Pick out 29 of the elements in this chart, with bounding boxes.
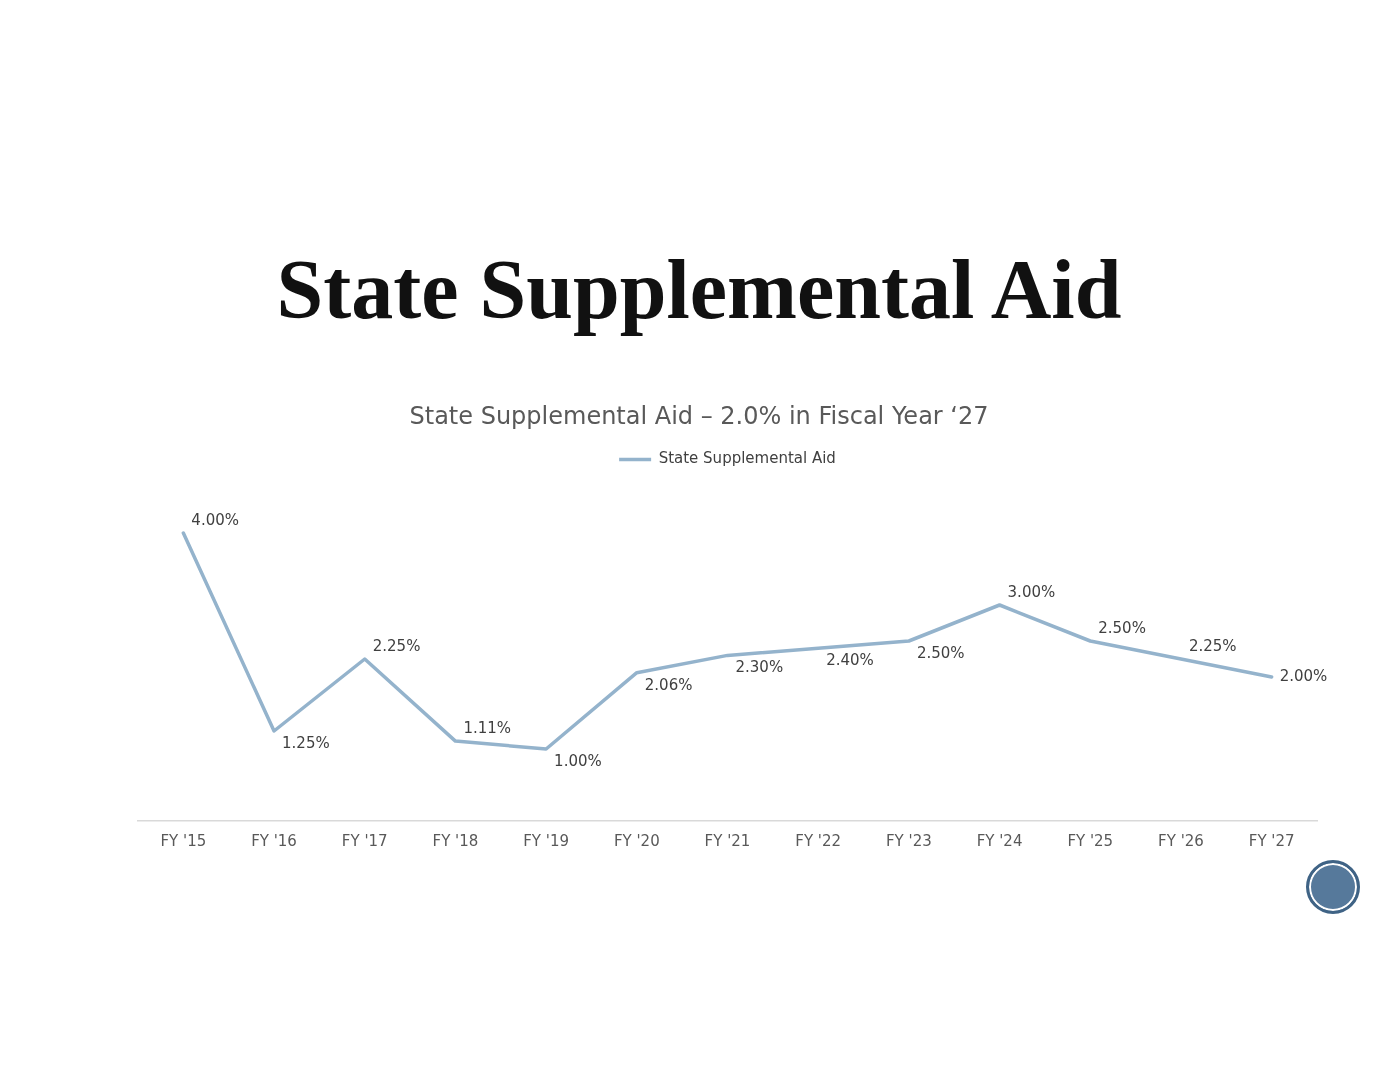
data-label: 1.11% xyxy=(463,718,512,737)
data-label: 1.00% xyxy=(554,751,602,770)
x-tick-label: FY '17 xyxy=(341,831,388,850)
data-label: 2.30% xyxy=(735,658,784,677)
x-tick-label: FY '15 xyxy=(160,831,207,850)
data-label: 2.50% xyxy=(916,643,965,662)
data-label: 2.50% xyxy=(1098,618,1146,637)
data-label: 2.00% xyxy=(1279,666,1328,685)
x-tick-label: FY '23 xyxy=(885,831,932,850)
data-label: 1.25% xyxy=(282,733,330,752)
x-tick-label: FY '19 xyxy=(523,831,570,850)
data-label: 2.25% xyxy=(1188,636,1237,655)
data-label: 2.40% xyxy=(826,651,874,670)
x-tick-label: FY '21 xyxy=(704,831,751,850)
x-tick-label: FY '27 xyxy=(1248,831,1295,850)
x-tick-label: FY '22 xyxy=(795,831,842,850)
x-tick-label: FY '24 xyxy=(976,831,1023,850)
x-tick-label: FY '16 xyxy=(251,831,297,850)
chart-subtitle: State Supplemental Aid – 2.0% in Fiscal Year ‘27 xyxy=(408,402,990,430)
x-tick-label: FY '20 xyxy=(613,831,660,850)
x-tick-label: FY '25 xyxy=(1067,831,1114,850)
x-tick-label: FY '18 xyxy=(432,831,479,850)
chart-title: State Supplemental Aid xyxy=(275,243,1123,337)
x-tick-label: FY '26 xyxy=(1158,831,1204,850)
legend-label: State Supplemental Aid xyxy=(658,449,836,468)
data-label: 2.25% xyxy=(372,636,421,655)
data-label: 4.00% xyxy=(191,510,239,529)
data-label: 3.00% xyxy=(1007,582,1056,601)
data-label: 2.06% xyxy=(644,675,693,694)
